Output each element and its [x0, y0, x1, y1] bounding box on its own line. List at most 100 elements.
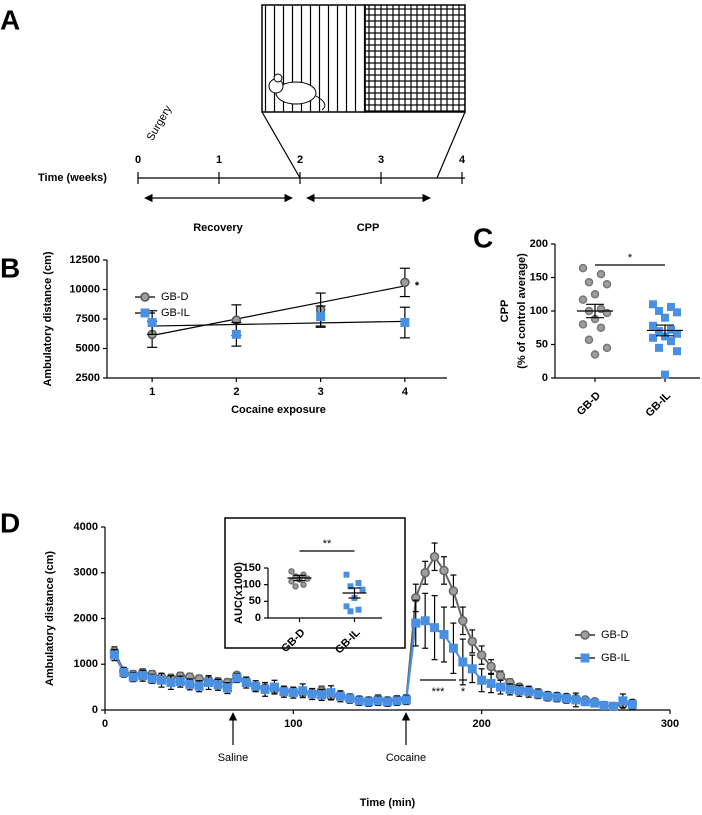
point — [204, 678, 214, 688]
point — [649, 333, 657, 342]
point — [213, 680, 223, 690]
point — [411, 618, 421, 628]
point — [584, 277, 594, 287]
point — [661, 370, 669, 379]
x-tick-label: 2 — [233, 386, 239, 398]
y-axis-label: AUC(x1000) — [233, 562, 245, 624]
point — [298, 686, 308, 696]
legend-label: GB-IL — [601, 652, 630, 664]
annotation: * — [415, 280, 420, 292]
point — [655, 307, 663, 315]
panel-label: A — [0, 4, 20, 35]
y-tick-label: 150 — [530, 271, 548, 283]
point — [317, 690, 327, 700]
panel-label: B — [0, 252, 20, 283]
timeline-tick-label: 3 — [378, 154, 384, 166]
point — [316, 312, 326, 322]
point — [590, 698, 600, 708]
y-tick-label: 0 — [92, 704, 98, 716]
point — [458, 657, 468, 667]
point — [232, 673, 242, 683]
fit-line — [152, 285, 405, 337]
point — [292, 583, 299, 590]
point — [147, 674, 157, 684]
point — [486, 678, 496, 688]
point — [514, 686, 524, 696]
point — [345, 694, 355, 704]
point — [599, 700, 609, 710]
point — [138, 671, 148, 681]
phase-label: Recovery — [193, 222, 243, 234]
point — [400, 318, 410, 328]
point — [596, 323, 606, 332]
y-tick-label: 100 — [530, 305, 548, 317]
point — [364, 697, 374, 707]
point — [673, 347, 681, 356]
x-tick-label: 0 — [102, 718, 108, 730]
y-tick-label: 50 — [536, 338, 548, 350]
point — [119, 667, 129, 677]
point — [260, 684, 270, 694]
timeline-tick-label: 0 — [135, 154, 141, 166]
legend-label: GB-IL — [161, 307, 190, 319]
point — [561, 694, 571, 704]
point — [109, 650, 119, 660]
x-axis-label: Cocaine exposure — [231, 404, 326, 416]
point — [270, 682, 279, 692]
legend-marker — [580, 653, 590, 663]
point — [602, 343, 612, 353]
x-tick-label: 4 — [402, 386, 409, 398]
timeline-label: Time (weeks) — [38, 172, 107, 184]
surgery-label: Surgery — [145, 103, 175, 143]
y-tick-label: 5000 — [76, 342, 100, 354]
point — [571, 695, 581, 705]
y-tick-label: 2500 — [76, 372, 100, 384]
legend-marker — [140, 292, 150, 302]
point — [578, 295, 588, 304]
point — [667, 302, 675, 311]
annotation: *** — [432, 686, 446, 698]
legend-label: GB-D — [601, 629, 629, 641]
point — [194, 681, 204, 691]
point — [288, 688, 298, 698]
point — [661, 313, 669, 322]
timeline-tick-label: 4 — [459, 154, 466, 166]
point — [373, 696, 383, 706]
x-tick-label: 3 — [318, 386, 324, 398]
y-tick-label: 150 — [243, 562, 261, 574]
point — [590, 350, 600, 359]
point — [175, 677, 185, 687]
y-axis-label: Ambulatory distance (cm) — [42, 251, 54, 386]
annotation: Cocaine — [386, 752, 426, 764]
point — [578, 320, 588, 329]
point — [649, 321, 657, 330]
point — [448, 586, 459, 596]
point — [467, 636, 477, 647]
point — [649, 300, 657, 309]
inset-frame — [224, 517, 406, 649]
point — [347, 608, 354, 615]
panel-label: C — [473, 222, 493, 253]
point — [326, 688, 336, 698]
point — [304, 575, 311, 582]
point — [533, 689, 543, 699]
x-tick-label: GB-D — [575, 390, 603, 418]
x-tick-label: 300 — [661, 718, 679, 730]
point — [222, 683, 232, 693]
y-tick-label: 200 — [530, 238, 548, 250]
x-axis-label: Time (min) — [360, 797, 416, 809]
point — [355, 580, 362, 586]
point — [343, 571, 350, 578]
x-tick-label: 100 — [284, 718, 302, 730]
point — [288, 568, 295, 575]
point — [430, 623, 440, 633]
point — [584, 335, 594, 345]
point — [524, 687, 534, 697]
point — [383, 697, 392, 707]
significance-label: ** — [323, 538, 332, 550]
point — [505, 684, 515, 694]
legend-marker — [140, 308, 150, 318]
significance-label: * — [628, 252, 633, 264]
point — [448, 643, 458, 653]
timeline-tick-label: 2 — [297, 154, 303, 166]
